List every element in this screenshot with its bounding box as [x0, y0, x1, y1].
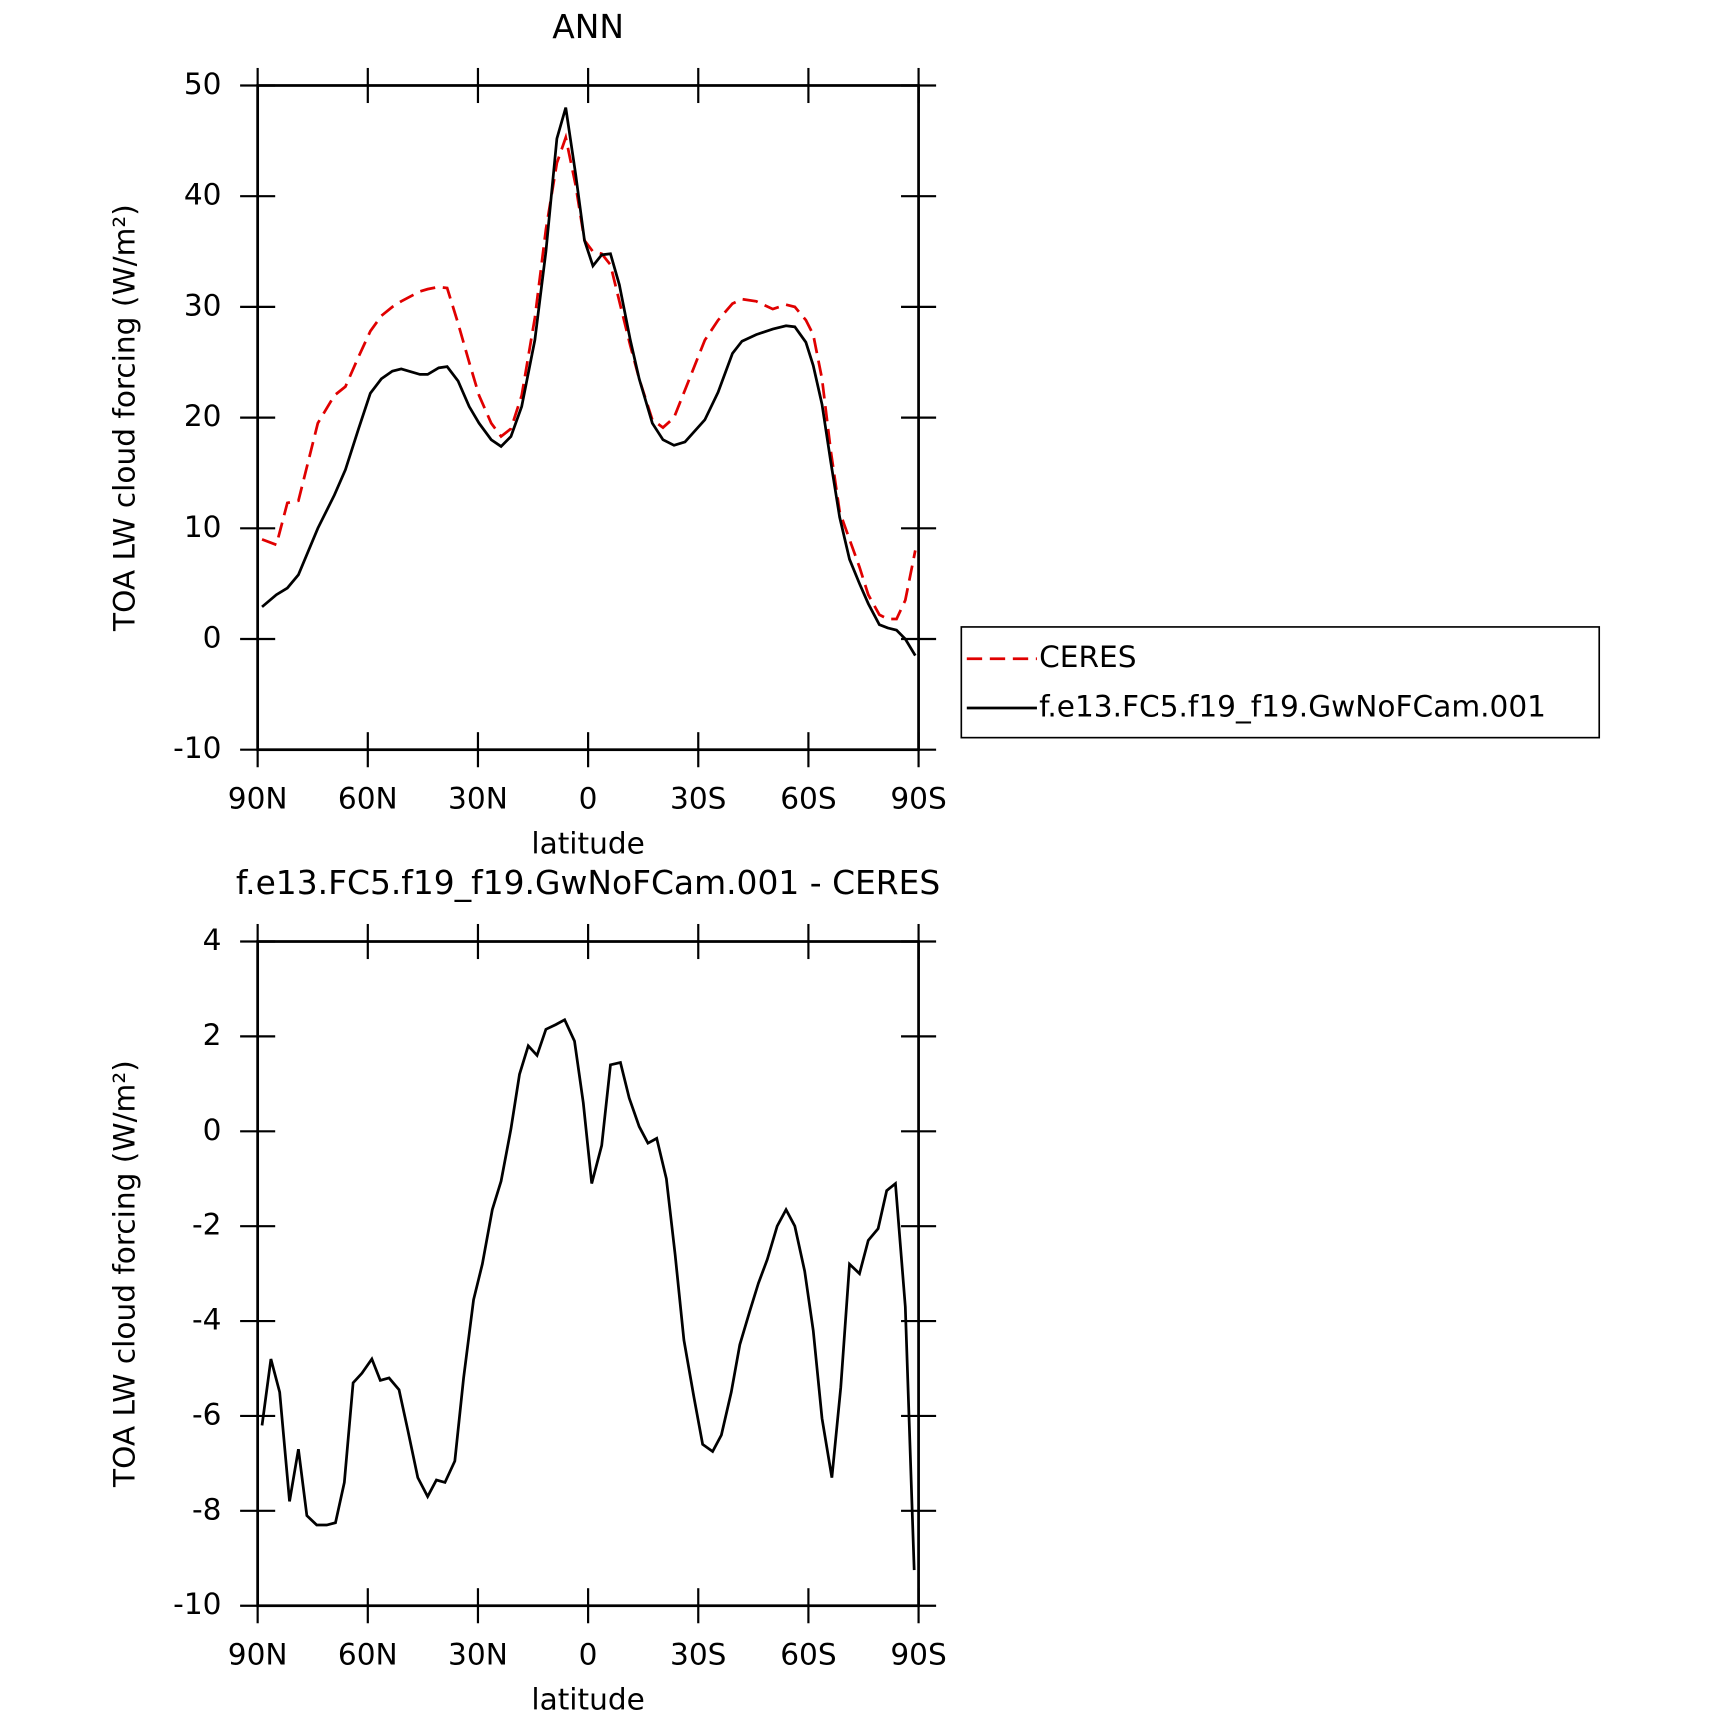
x-tick-label: 60S [780, 1638, 836, 1672]
y-tick-label: 0 [203, 1113, 222, 1147]
y-tick-label: -10 [173, 731, 221, 765]
legend-box [960, 626, 1601, 739]
x-tick-label: 30N [448, 1638, 508, 1672]
data-line [260, 1017, 916, 1571]
x-tick-label: 60N [338, 782, 398, 816]
y-tick-label: -4 [192, 1303, 222, 1337]
data-line [261, 132, 917, 621]
legend-label: f.e13.FC5.f19_f19.GwNoFCam.001 [1039, 690, 1546, 724]
y-tick-label: 2 [203, 1018, 222, 1052]
y-tick-label: -10 [173, 1587, 221, 1621]
y-tick-label: 20 [184, 399, 222, 433]
x-tick-label: 0 [579, 1638, 598, 1672]
y-tick-label: -2 [192, 1208, 222, 1242]
x-tick-label: 0 [579, 782, 598, 816]
x-tick-label: 90S [890, 1638, 946, 1672]
x-tick-label: 30N [448, 782, 508, 816]
chart-title: f.e13.FC5.f19_f19.GwNoFCam.001 - CERES [236, 863, 940, 902]
chart-panel: f.e13.FC5.f19_f19.GwNoFCam.001 - CERES la… [108, 863, 947, 1717]
data-line [261, 107, 917, 657]
x-tick-label: 90S [890, 782, 946, 816]
y-axis-label: TOA LW cloud forcing (W/m²) [108, 204, 142, 632]
y-tick-label: 40 [184, 178, 222, 212]
x-tick-label: 30S [670, 1638, 726, 1672]
y-tick-label: 4 [203, 923, 222, 957]
y-tick-label: 10 [184, 510, 222, 544]
chart-title: ANN [552, 7, 624, 46]
plot-frame [256, 84, 920, 752]
legend-label: CERES [1039, 640, 1136, 674]
x-tick-label: 90N [228, 782, 288, 816]
y-tick-label: 50 [184, 67, 222, 101]
x-tick-label: 60N [338, 1638, 398, 1672]
y-tick-label: -6 [192, 1397, 222, 1431]
y-tick-label: -8 [192, 1492, 222, 1526]
x-tick-label: 30S [670, 782, 726, 816]
x-tick-label: 60S [780, 782, 836, 816]
x-axis-label: latitude [531, 827, 644, 861]
x-tick-label: 90N [228, 1638, 288, 1672]
legend: CERES f.e13.FC5.f19_f19.GwNoFCam.001 [960, 626, 1601, 739]
y-tick-label: 0 [203, 621, 222, 655]
chart-panel: ANN latitude TOA LW cloud forcing (W/m²) -1… [108, 7, 1601, 861]
x-axis-label: latitude [531, 1683, 644, 1717]
y-tick-label: 30 [184, 288, 222, 322]
plot-frame [256, 940, 920, 1608]
y-axis-label: TOA LW cloud forcing (W/m²) [108, 1060, 142, 1488]
